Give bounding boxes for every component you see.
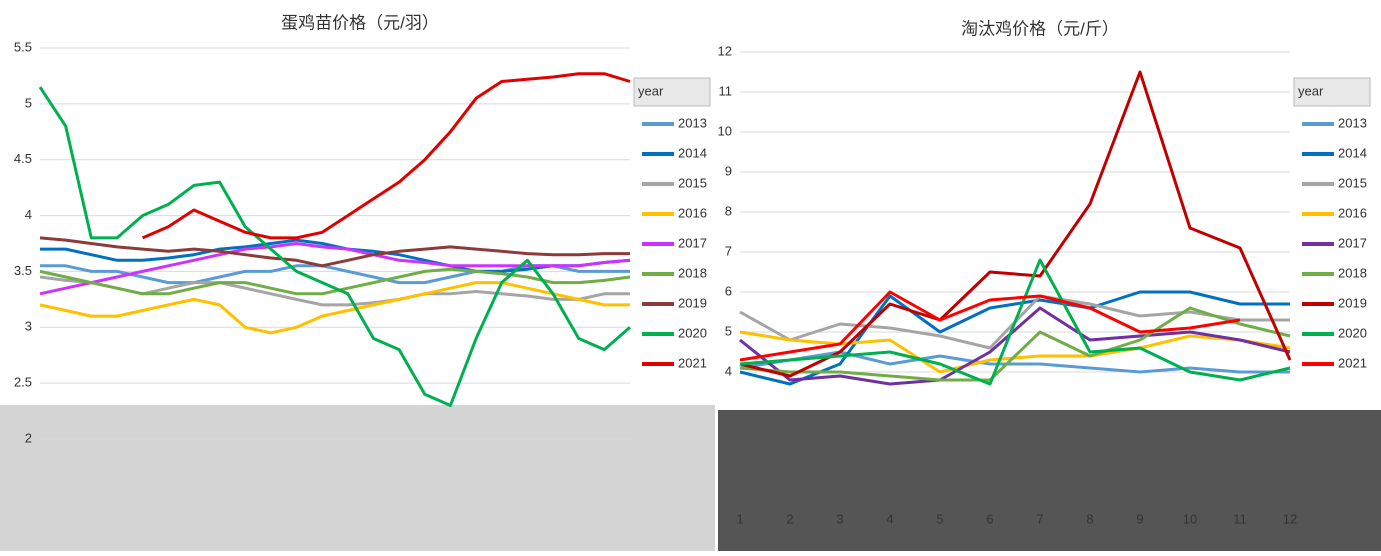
y-tick-label: 4 [725,363,732,378]
legend-label: 2013 [1338,115,1367,130]
y-tick-label: 2 [25,430,32,445]
legend-title: year [1298,83,1324,98]
y-tick-label: 5.5 [14,39,32,54]
legend-label: 2019 [1338,295,1367,310]
y-tick-label: 5 [725,323,732,338]
series-line [40,238,631,273]
chart-title: 淘汰鸡价格（元/斤） [961,19,1119,38]
axis-band [718,410,1381,551]
legend-label: 2013 [678,115,707,130]
y-tick-label: 11 [719,83,733,98]
y-tick-label: 8 [725,203,732,218]
series-line [38,86,631,407]
series-line [739,306,1291,386]
y-tick-label: 2.5 [14,375,32,390]
y-tick-label: 12 [718,43,732,58]
x-tick-label: 10 [1183,511,1197,526]
series-line [739,258,1291,386]
legend-label: 2021 [678,355,707,370]
legend-label: 2017 [678,235,707,250]
x-tick-label: 2 [786,511,793,526]
x-tick-label: 5 [936,511,943,526]
series-line [739,306,1291,382]
x-tick-label: 8 [1086,511,1093,526]
x-tick-label: 6 [986,511,993,526]
series-line [39,281,630,335]
legend-label: 2020 [678,325,707,340]
legend-label: 2019 [678,295,707,310]
legend-label: 2021 [1338,355,1367,370]
x-tick-label: 9 [1136,511,1143,526]
series-line [39,267,631,296]
legend-label: 2018 [1338,265,1367,280]
y-tick-label: 7 [725,243,732,258]
legend-label: 2018 [678,265,707,280]
y-tick-label: 4.5 [14,151,32,166]
series-line [739,350,1290,374]
legend-label: 2016 [678,205,707,220]
x-tick-label: 7 [1036,511,1043,526]
legend-label: 2016 [1338,205,1367,220]
y-tick-label: 9 [725,163,732,178]
chart-title: 蛋鸡苗价格（元/羽） [281,13,439,32]
legend-label: 2015 [678,175,707,190]
legend-label: 2014 [1338,145,1367,160]
series-line [39,236,630,268]
x-tick-label: 4 [886,511,893,526]
series-line [739,290,1241,362]
series-line [739,330,1291,374]
axis-band [0,405,715,551]
x-tick-label: 1 [736,511,743,526]
y-tick-label: 5 [25,95,32,110]
x-tick-label: 11 [1233,511,1247,526]
y-tick-label: 4 [25,207,32,222]
series-line [142,72,631,240]
legend-label: 2020 [1338,325,1367,340]
legend-header [633,77,711,107]
legend-title: year [638,83,664,98]
legend-header [1293,77,1371,107]
legend-label: 2014 [678,145,707,160]
y-tick-label: 3.5 [14,263,32,278]
y-tick-label: 10 [718,123,732,138]
x-tick-label: 3 [836,511,843,526]
x-tick-label: 12 [1283,511,1297,526]
y-tick-label: 3 [25,319,32,334]
legend-label: 2015 [1338,175,1367,190]
series-line [739,290,1290,386]
y-tick-label: 6 [725,283,732,298]
legend-label: 2017 [1338,235,1367,250]
